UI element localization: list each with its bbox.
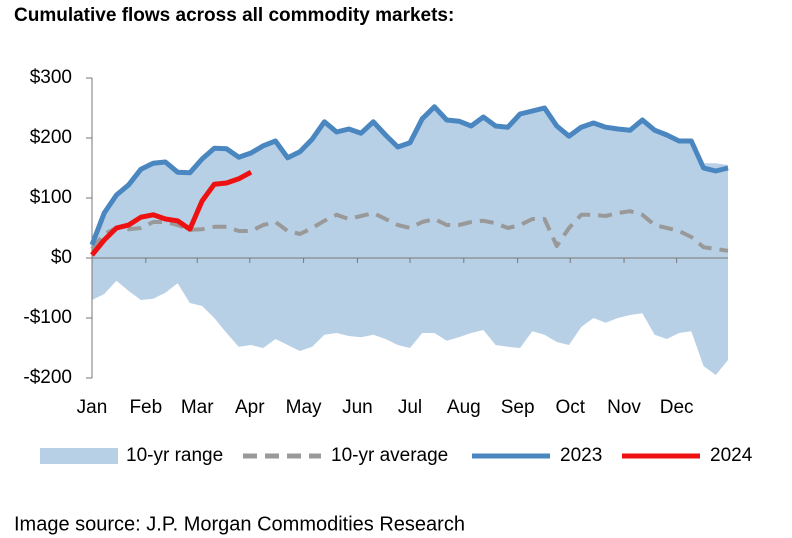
x-tick-label: Jun	[342, 397, 373, 418]
range-area	[92, 105, 728, 375]
series-line	[90, 169, 253, 257]
y-tick-label: $0	[51, 247, 72, 268]
legend-label: 10-yr average	[331, 445, 448, 466]
x-tick-label: Mar	[181, 397, 214, 418]
series-line	[89, 104, 729, 246]
series-line	[90, 209, 729, 253]
x-tick-label: May	[286, 397, 322, 418]
x-tick-label: Apr	[235, 397, 265, 418]
x-tick-label: Oct	[555, 397, 585, 418]
legend-label: 2023	[560, 445, 602, 466]
y-tick-label: -$100	[23, 307, 72, 328]
x-tick-label: Nov	[607, 397, 641, 418]
legend-swatch	[40, 448, 118, 464]
x-tick-label: Dec	[660, 397, 694, 418]
y-tick-label: $200	[30, 127, 72, 148]
y-tick-label: $100	[30, 187, 72, 208]
x-tick-label: Feb	[129, 397, 162, 418]
x-tick-label: Aug	[447, 397, 481, 418]
source-note: Image source: J.P. Morgan Commodities Re…	[14, 513, 465, 535]
legend-label: 10-yr range	[126, 445, 223, 466]
x-tick-label: Sep	[501, 397, 535, 418]
chart-title: Cumulative flows across all commodity ma…	[14, 5, 454, 26]
x-tick-label: Jan	[77, 397, 108, 418]
y-tick-label: -$200	[23, 367, 72, 388]
y-tick-label: $300	[30, 67, 72, 88]
x-tick-label: Jul	[398, 397, 422, 418]
legend-label: 2024	[710, 445, 753, 466]
